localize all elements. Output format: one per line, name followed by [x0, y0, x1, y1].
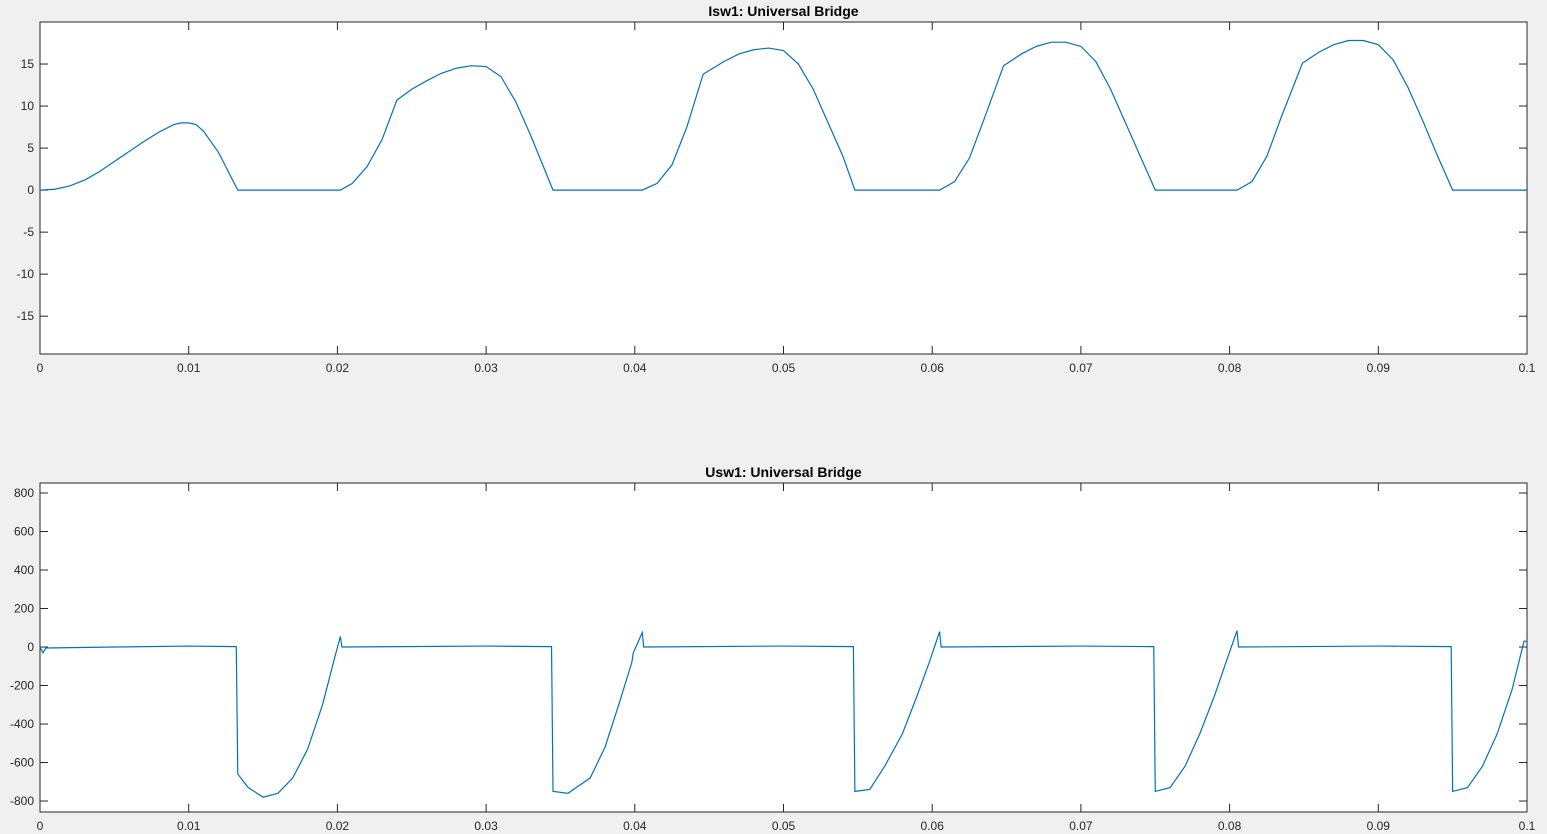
x-tick-label: 0.03: [474, 361, 498, 375]
y-tick-label: -10: [17, 267, 35, 281]
y-tick-label: -15: [17, 309, 35, 323]
x-tick-label: 0: [37, 361, 44, 375]
x-tick-label: 0.04: [623, 819, 647, 833]
y-tick-label: -200: [10, 679, 34, 693]
x-tick-label: 0.01: [177, 361, 201, 375]
x-tick-label: 0.1: [1519, 361, 1536, 375]
y-tick-label: 600: [14, 525, 34, 539]
x-tick-label: 0.01: [177, 819, 201, 833]
plot-area: [39, 482, 1528, 813]
x-tick-label: 0.04: [623, 361, 647, 375]
plot-area: [39, 21, 1528, 355]
y-tick-label: 800: [14, 486, 34, 500]
x-tick-label: 0: [37, 819, 44, 833]
x-tick-label: 0.09: [1367, 361, 1391, 375]
x-tick-label: 0.02: [326, 361, 350, 375]
x-tick-label: 0.02: [326, 819, 350, 833]
y-tick-label: -400: [10, 717, 34, 731]
x-tick-label: 0.08: [1218, 361, 1242, 375]
x-tick-label: 0.07: [1069, 361, 1093, 375]
x-tick-label: 0.03: [474, 819, 498, 833]
y-tick-label: 10: [21, 99, 35, 113]
data-line: [39, 39, 1527, 191]
chart-title: Usw1: Universal Bridge: [705, 464, 862, 480]
x-tick-label: 0.09: [1367, 819, 1391, 833]
y-tick-label: -5: [23, 225, 34, 239]
y-tick-label: 400: [14, 563, 34, 577]
chart-title: Isw1: Universal Bridge: [708, 3, 858, 19]
y-tick-label: -800: [10, 794, 34, 808]
y-tick-label: -600: [10, 756, 34, 770]
y-tick-label: 0: [27, 640, 34, 654]
x-tick-label: 0.05: [772, 819, 796, 833]
data-line: [39, 630, 1527, 798]
x-tick-label: 0.06: [921, 819, 945, 833]
y-tick-label: 0: [27, 183, 34, 197]
x-tick-label: 0.06: [921, 361, 945, 375]
x-tick-label: 0.05: [772, 361, 796, 375]
x-tick-label: 0.07: [1069, 819, 1093, 833]
x-tick-label: 0.1: [1519, 819, 1536, 833]
x-tick-label: 0.08: [1218, 819, 1242, 833]
y-tick-label: 200: [14, 602, 34, 616]
y-tick-label: 15: [21, 57, 35, 71]
y-tick-label: 5: [27, 141, 34, 155]
